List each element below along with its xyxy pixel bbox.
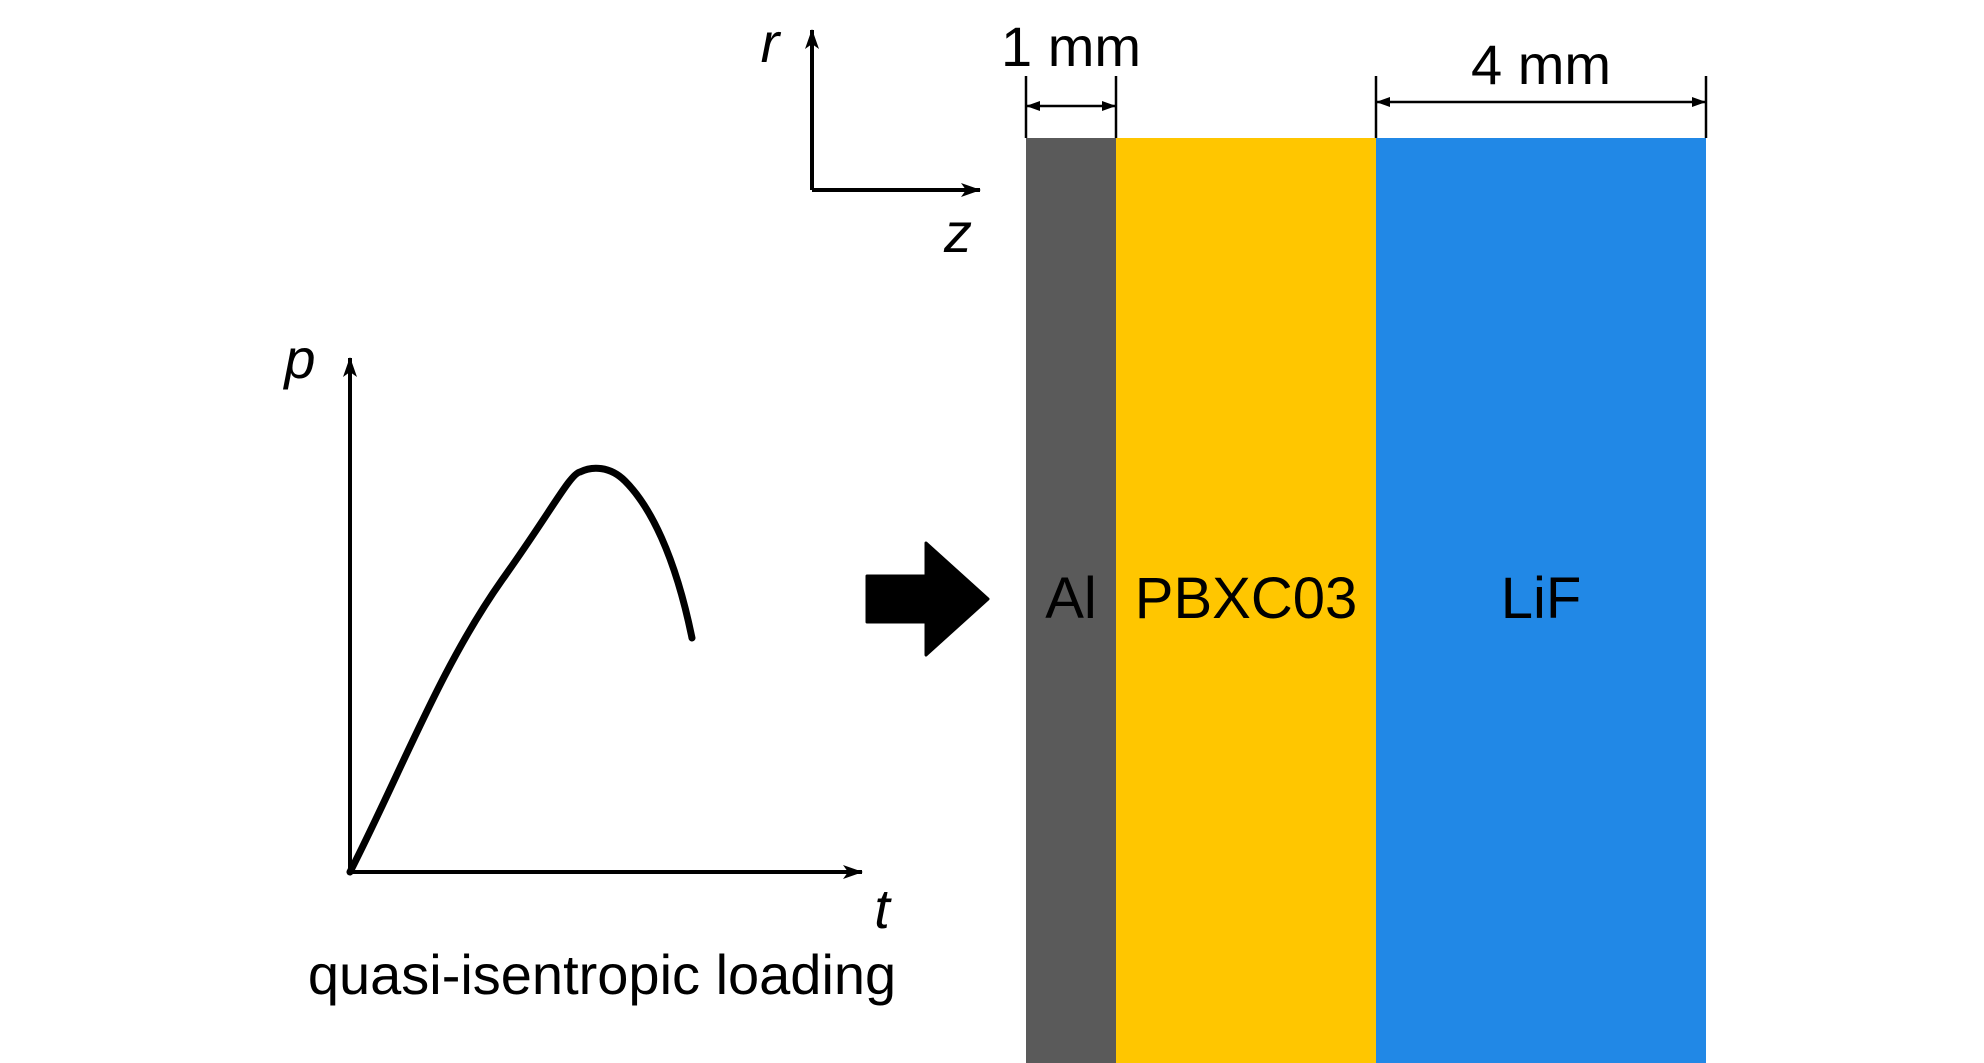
coordinate-frame: r z xyxy=(761,11,981,264)
r-axis-label: r xyxy=(761,11,782,74)
layer-pbxc03-label: PBXC03 xyxy=(1135,566,1357,631)
dimension-lif: 4 mm xyxy=(1374,33,1708,138)
p-axis-label: p xyxy=(282,327,315,390)
dimension-lif-label: 4 mm xyxy=(1471,33,1611,96)
dimension-al-label: 1 mm xyxy=(1001,15,1141,78)
layer-al xyxy=(1026,138,1116,1063)
block-arrow-icon xyxy=(865,541,990,657)
pressure-curve xyxy=(346,464,696,876)
layer-lif xyxy=(1376,138,1706,1063)
target-stack: Al PBXC03 LiF xyxy=(1026,138,1706,1063)
z-axis-label: z xyxy=(943,201,972,264)
layer-lif-label: LiF xyxy=(1501,566,1582,631)
loading-plot: p t quasi-isentropic loading xyxy=(282,327,896,1006)
loading-caption: quasi-isentropic loading xyxy=(308,943,896,1006)
t-axis-label: t xyxy=(874,877,892,940)
layer-pbxc03 xyxy=(1116,138,1376,1063)
layer-al-label: Al xyxy=(1045,566,1097,631)
dimension-al: 1 mm xyxy=(1001,15,1141,138)
